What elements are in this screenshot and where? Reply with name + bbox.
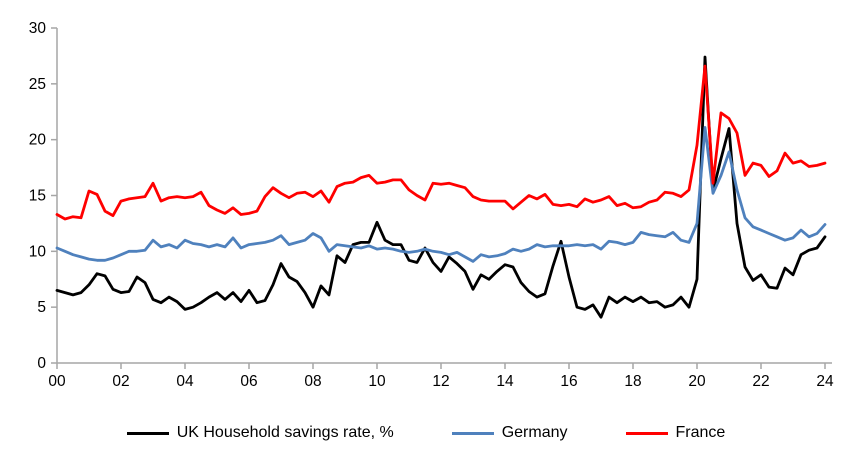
x-tick-label: 02 <box>112 373 129 390</box>
uk-legend-label: UK Household savings rate, % <box>176 424 394 441</box>
x-tick-label: 16 <box>560 373 577 390</box>
france-series-line <box>55 64 827 221</box>
y-tick-label: 15 <box>29 188 46 205</box>
legend-item-germany: Germany <box>451 424 568 442</box>
x-tick-label: 04 <box>176 373 194 390</box>
x-tick-label: 00 <box>48 373 66 390</box>
x-tick-label: 24 <box>816 373 834 390</box>
x-tick-label: 14 <box>496 373 514 390</box>
savings-rate-line-chart: 0 5 10 15 20 25 30 00 02 04 06 08 10 12 14 16 18 20 22 24 <box>29 20 834 390</box>
germany-series-line <box>55 126 827 263</box>
x-tick-label: 20 <box>688 373 706 390</box>
y-tick-label: 20 <box>29 132 47 149</box>
y-tick-label: 10 <box>29 243 47 260</box>
x-tick-label: 12 <box>432 373 449 390</box>
x-tick-label: 22 <box>752 373 769 390</box>
x-tick-label: 10 <box>368 373 386 390</box>
x-tick-label: 06 <box>240 373 257 390</box>
chart-legend: UK Household savings rate, % Germany Fra… <box>0 424 852 442</box>
y-tick-label: 30 <box>29 20 47 37</box>
x-tick-label: 18 <box>624 373 641 390</box>
france-legend-label: France <box>675 424 726 441</box>
y-tick-label: 5 <box>37 299 46 316</box>
x-tick-label: 08 <box>304 373 321 390</box>
legend-item-uk: UK Household savings rate, % <box>126 424 394 442</box>
germany-line-swatch <box>451 431 494 435</box>
legend-item-france: France <box>625 424 726 442</box>
y-tick-label: 25 <box>29 76 46 93</box>
uk-line-swatch <box>126 431 169 435</box>
germany-legend-label: Germany <box>501 424 568 441</box>
uk-series-line <box>55 55 827 319</box>
france-line-swatch <box>625 431 668 435</box>
y-tick-label: 0 <box>37 355 46 372</box>
